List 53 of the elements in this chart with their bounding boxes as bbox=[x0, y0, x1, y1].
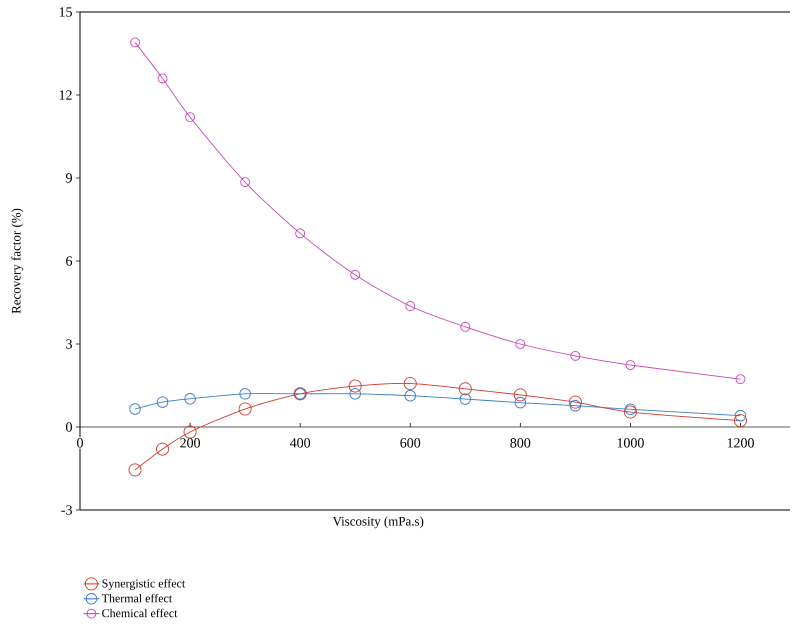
point bbox=[156, 442, 170, 456]
x-axis-title: Viscosity (mPa.s) bbox=[332, 516, 424, 528]
y-tick-label: 3 bbox=[66, 339, 72, 349]
y-tick-label: 0 bbox=[66, 422, 72, 432]
point bbox=[184, 393, 196, 405]
x-tick-label: 1200 bbox=[728, 438, 754, 448]
x-tick-label: 200 bbox=[180, 438, 200, 448]
point bbox=[404, 377, 417, 390]
point bbox=[514, 396, 526, 408]
y-tick-label: 15 bbox=[60, 7, 72, 17]
point bbox=[736, 374, 746, 384]
point bbox=[128, 463, 142, 476]
point bbox=[348, 380, 362, 393]
point bbox=[570, 350, 580, 361]
point bbox=[734, 410, 746, 422]
point bbox=[240, 177, 250, 188]
point bbox=[239, 388, 251, 400]
point bbox=[156, 396, 168, 408]
legend-label: Synergistic effect bbox=[102, 578, 186, 590]
legend-label: Chemical effect bbox=[102, 608, 178, 618]
point bbox=[404, 390, 416, 402]
point bbox=[350, 270, 360, 280]
legend-label: Thermal effect bbox=[102, 594, 172, 602]
point bbox=[460, 393, 472, 405]
point bbox=[185, 112, 196, 122]
y-tick-label: 6 bbox=[66, 256, 72, 266]
point bbox=[158, 73, 168, 84]
point bbox=[460, 322, 470, 332]
y-tick-label: -3 bbox=[61, 505, 72, 515]
point bbox=[515, 339, 526, 349]
point bbox=[570, 400, 582, 412]
point bbox=[238, 402, 252, 416]
x-tick-label: 1000 bbox=[618, 438, 644, 448]
point bbox=[130, 37, 140, 48]
x-tick-label: 800 bbox=[510, 438, 530, 448]
y-tick-label: 9 bbox=[66, 173, 72, 183]
x-tick-label: 600 bbox=[400, 438, 420, 448]
point bbox=[184, 425, 197, 439]
point bbox=[458, 382, 472, 396]
point bbox=[295, 228, 306, 238]
point bbox=[514, 388, 527, 402]
y-tick-label: 12 bbox=[60, 90, 72, 100]
point bbox=[349, 388, 361, 400]
point bbox=[405, 301, 416, 312]
point bbox=[625, 360, 636, 370]
point bbox=[734, 414, 747, 428]
point bbox=[568, 396, 582, 409]
x-tick-label: 400 bbox=[290, 438, 310, 448]
y-axis-title: Recovery factor (%) bbox=[11, 208, 24, 314]
point bbox=[624, 406, 637, 419]
point bbox=[624, 404, 636, 416]
point bbox=[129, 403, 141, 415]
x-tick-label: 0 bbox=[77, 438, 83, 448]
